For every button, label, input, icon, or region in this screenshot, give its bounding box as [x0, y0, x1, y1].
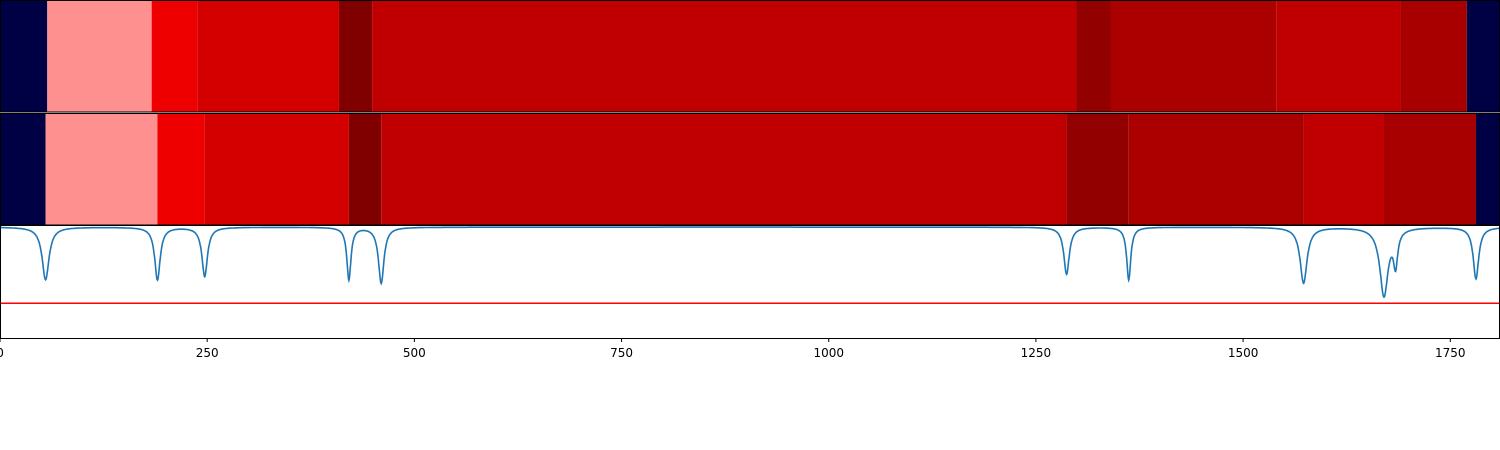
x-tick-label-7: 1750 — [1435, 346, 1466, 360]
segment-0-4 — [338, 0, 373, 112]
segment-1-7 — [1128, 113, 1304, 225]
segment-1-8 — [1303, 113, 1384, 225]
segment-0-8 — [1276, 0, 1401, 112]
segment-row-top — [0, 0, 1500, 112]
segment-1-6 — [1066, 113, 1129, 225]
x-tick-label-0: 0 — [0, 346, 4, 360]
segment-0-1 — [47, 0, 152, 112]
segment-1-9 — [1383, 113, 1476, 225]
segment-1-2 — [157, 113, 205, 225]
x-tick-label-3: 750 — [610, 346, 633, 360]
segment-1-5 — [381, 113, 1067, 225]
segment-1-4 — [348, 113, 382, 225]
segment-0-3 — [197, 0, 339, 112]
segment-1-10 — [1475, 113, 1500, 225]
segment-1-3 — [204, 113, 349, 225]
segment-0-2 — [151, 0, 198, 112]
segment-1-0 — [0, 113, 46, 225]
segment-0-6 — [1076, 0, 1111, 112]
segment-row-bottom — [0, 113, 1500, 225]
segment-0-10 — [1466, 0, 1500, 112]
segment-0-0 — [0, 0, 48, 112]
segment-1-1 — [45, 113, 158, 225]
x-tick-label-6: 1500 — [1228, 346, 1259, 360]
x-tick-label-4: 1000 — [813, 346, 844, 360]
segment-0-9 — [1400, 0, 1467, 112]
signal-panel — [0, 226, 1500, 305]
segment-0-7 — [1110, 0, 1277, 112]
x-tick-label-1: 250 — [196, 346, 219, 360]
signal-line — [0, 226, 1500, 299]
x-axis: 0 250 500 750 1000 1250 1500 1750 — [0, 338, 1466, 360]
x-tick-label-5: 1250 — [1021, 346, 1052, 360]
segment-0-5 — [372, 0, 1077, 112]
x-tick-label-2: 500 — [403, 346, 426, 360]
